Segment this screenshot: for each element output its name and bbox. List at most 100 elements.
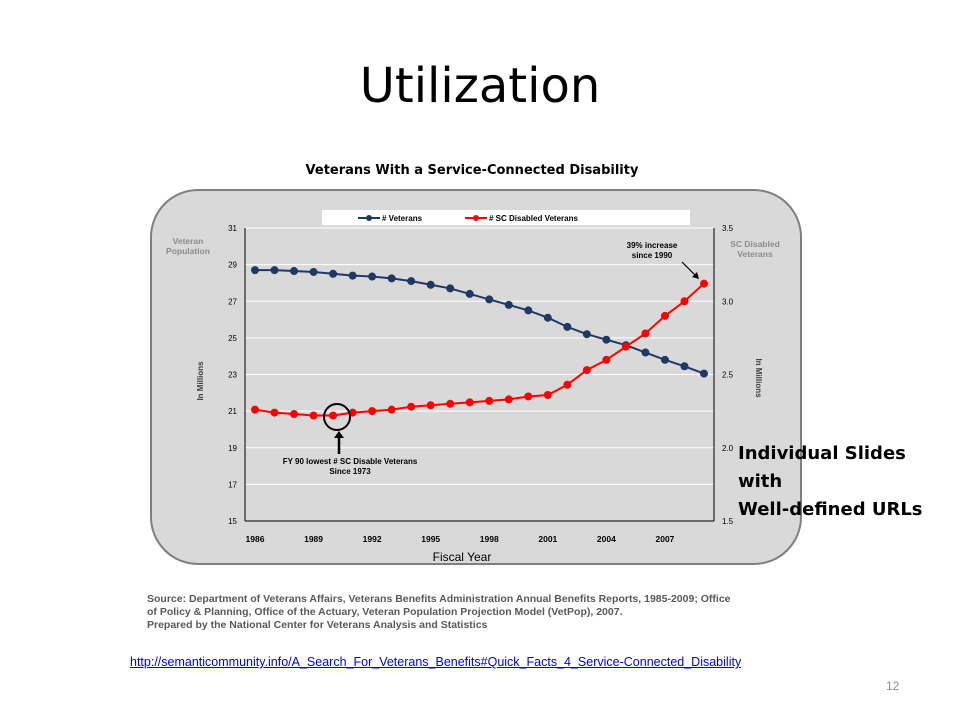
data-point (309, 267, 318, 276)
x-tick-label: 1986 (246, 534, 265, 544)
right-axis-top-label-2: Veterans (737, 249, 773, 259)
data-point (368, 272, 377, 281)
data-point (251, 266, 259, 275)
source-url-link[interactable]: http://semanticommunity.info/A_Search_Fo… (130, 655, 742, 669)
data-point (700, 369, 708, 378)
right-tick-label: 3.0 (722, 297, 734, 306)
data-point (270, 266, 279, 275)
data-point (582, 366, 591, 375)
x-tick-label: 2007 (655, 534, 674, 544)
data-point (621, 342, 630, 351)
left-tick-label: 19 (228, 444, 237, 453)
data-point (407, 402, 416, 411)
annotation-low-2: Since 1973 (329, 467, 371, 476)
source-line-3: Prepared by the National Center for Vete… (147, 619, 488, 631)
left-tick-label: 29 (228, 261, 237, 270)
data-point (602, 355, 611, 364)
data-point (465, 398, 474, 407)
right-tick-label: 3.5 (722, 224, 734, 233)
data-point (309, 411, 318, 420)
data-point (290, 267, 299, 276)
data-point (329, 269, 338, 278)
left-tick-label: 27 (228, 297, 237, 306)
data-point (641, 348, 650, 357)
data-point (485, 396, 494, 405)
left-axis-label: In Millions (196, 361, 205, 401)
plot-layer: 15 17 19 21 23 25 27 29 31 1.5 2.0 2.5 3.0 3.5 1986 198… (228, 210, 734, 544)
data-point (407, 277, 416, 286)
legend-box (322, 210, 690, 225)
data-point (700, 279, 708, 288)
data-point (426, 401, 435, 410)
data-point (387, 405, 396, 414)
data-point (465, 289, 474, 298)
x-axis-label: Fiscal Year (433, 550, 492, 564)
right-axis-top-label-1: SC Disabled (730, 239, 780, 249)
lowest-point-arrow-head (334, 431, 344, 438)
data-point (270, 408, 279, 417)
increase-arrow-head (692, 272, 699, 279)
data-point (446, 399, 455, 408)
x-tick-label: 1989 (304, 534, 323, 544)
legend-marker (366, 215, 372, 221)
data-point (660, 355, 669, 364)
source-line-1: Source: Department of Veterans Affairs, … (147, 593, 731, 605)
data-point (563, 322, 572, 331)
callout-line-1: Individual Slides with (738, 443, 906, 492)
right-tick-label: 1.5 (722, 517, 734, 526)
x-tick-label: 1992 (363, 534, 382, 544)
annotation-increase-1: 39% increase (627, 241, 678, 250)
data-point (485, 295, 494, 304)
right-tick-label: 2.5 (722, 371, 734, 380)
left-tick-label: 23 (228, 371, 237, 380)
data-point (524, 306, 533, 315)
data-point (543, 391, 552, 400)
data-point (387, 274, 396, 283)
x-tick-label: 1995 (421, 534, 440, 544)
x-tick-label: 1998 (480, 534, 499, 544)
annotation-increase-2: since 1990 (632, 251, 673, 260)
right-axis-label: In Millions (754, 358, 763, 398)
data-point (426, 280, 435, 289)
lowest-point-circle (323, 403, 351, 431)
callout-line-2: Well-defined URLs (738, 499, 923, 520)
annotation-low-1: FY 90 lowest # SC Disable Veterans (283, 457, 418, 466)
x-tick-label: 2004 (597, 534, 616, 544)
data-point (329, 411, 338, 420)
legend-label: # Veterans (382, 214, 423, 223)
chart-title: Veterans With a Service-Connected Disabi… (305, 163, 639, 178)
data-point (582, 330, 591, 339)
left-axis-top-label-2: Population (166, 246, 210, 256)
left-tick-label: 17 (228, 480, 237, 489)
left-tick-label: 31 (228, 224, 237, 233)
data-point (602, 335, 611, 344)
left-tick-label: 21 (228, 407, 237, 416)
callout-text: Individual Slides with Well-defined URLs (738, 440, 953, 524)
data-point (543, 313, 552, 322)
data-point (368, 407, 377, 416)
data-point (504, 395, 513, 404)
data-point (446, 284, 455, 293)
page-number: 12 (886, 679, 900, 693)
slide-title: Utilization (359, 58, 601, 114)
left-tick-label: 25 (228, 334, 237, 343)
source-line-2: of Policy & Planning, Office of the Actu… (147, 606, 623, 618)
left-tick-label: 15 (228, 517, 237, 526)
data-point (680, 297, 689, 306)
legend-label: # SC Disabled Veterans (489, 214, 578, 223)
source-note: Source: Department of Veterans Affairs, … (147, 593, 787, 632)
x-tick-label: 2001 (538, 534, 557, 544)
data-point (563, 380, 572, 389)
data-point (660, 311, 669, 320)
left-axis-top-label-1: Veteran (173, 236, 204, 246)
label-layer: Veteran Population SC Disabled Veterans … (166, 236, 780, 564)
legend-marker (473, 215, 479, 221)
data-point (641, 329, 650, 338)
right-tick-label: 2.0 (722, 444, 734, 453)
data-point (504, 300, 513, 309)
data-point (680, 362, 689, 371)
data-point (290, 410, 299, 419)
data-point (524, 392, 533, 401)
data-point (251, 405, 259, 414)
